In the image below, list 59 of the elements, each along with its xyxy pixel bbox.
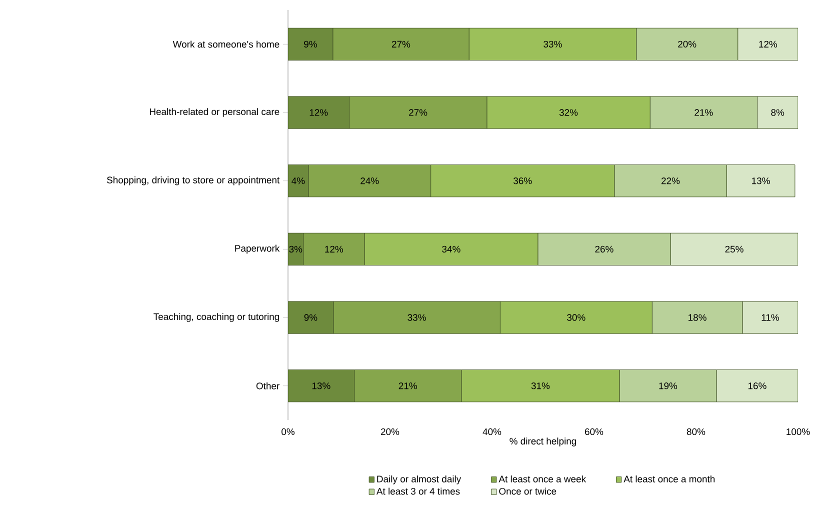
y-tick-label: Shopping, driving to store or appointment [106, 176, 280, 186]
data-label: 9% [304, 40, 317, 48]
data-label: 4% [292, 178, 305, 184]
bar [742, 301, 798, 334]
data-label: 33% [408, 314, 426, 321]
data-label: 3% [289, 246, 302, 253]
y-tick-label: Paperwork [235, 244, 280, 254]
bar [726, 164, 796, 198]
data-label: 12% [310, 109, 328, 116]
x-tick-label: 100% [786, 428, 810, 436]
data-label: 20% [678, 40, 696, 48]
data-label: 16% [748, 382, 766, 390]
bar [288, 164, 309, 198]
data-label: 27% [392, 40, 410, 48]
bar [670, 232, 798, 266]
data-label: 8% [771, 109, 784, 116]
bar [738, 28, 798, 60]
legend-label: Daily or almost daily [377, 475, 462, 484]
bar [288, 96, 350, 129]
y-tick-label: Work at someone's home [172, 40, 280, 48]
legend-label: At least 3 or 4 times [376, 488, 460, 495]
x-tick-label: 80% [686, 428, 706, 436]
legend-label: At least once a month [624, 475, 715, 482]
data-label: 33% [544, 40, 562, 48]
data-label: 13% [752, 177, 770, 184]
data-label: 24% [360, 178, 379, 184]
data-label: 25% [725, 246, 744, 253]
data-label: 21% [694, 109, 713, 116]
data-label: 36% [513, 177, 532, 184]
data-label: 19% [659, 382, 678, 390]
data-label: 26% [595, 246, 614, 253]
data-label: 9% [304, 314, 318, 321]
data-label: 12% [325, 246, 344, 253]
data-label: 34% [442, 246, 460, 253]
bar [756, 96, 798, 129]
data-label: 18% [688, 314, 706, 321]
y-tick-label: Teaching, coaching or tutoring [154, 313, 280, 322]
x-axis-title: % direct helping [510, 438, 576, 446]
data-label: 30% [567, 314, 586, 321]
y-tick-label: Health-related or personal care [150, 108, 280, 117]
legend-label: Once or twice [499, 488, 556, 495]
data-label: 13% [312, 382, 330, 390]
bar [288, 28, 334, 60]
bar [288, 301, 334, 334]
x-tick-label: 40% [482, 428, 502, 436]
data-label: 27% [409, 109, 428, 116]
data-label: 11% [762, 314, 779, 321]
data-label: 21% [398, 382, 417, 390]
bar [288, 370, 355, 402]
x-tick-label: 20% [381, 428, 400, 436]
data-label: 22% [662, 178, 680, 184]
bar [716, 370, 798, 402]
legend-label: At least once a week [498, 475, 586, 482]
x-tick-label: 60% [585, 428, 604, 436]
x-tick-label: 0% [282, 428, 294, 436]
data-label: 32% [559, 109, 578, 116]
y-tick-label: Other [256, 382, 280, 390]
data-label: 31% [531, 382, 550, 390]
data-label: 12% [759, 40, 778, 48]
